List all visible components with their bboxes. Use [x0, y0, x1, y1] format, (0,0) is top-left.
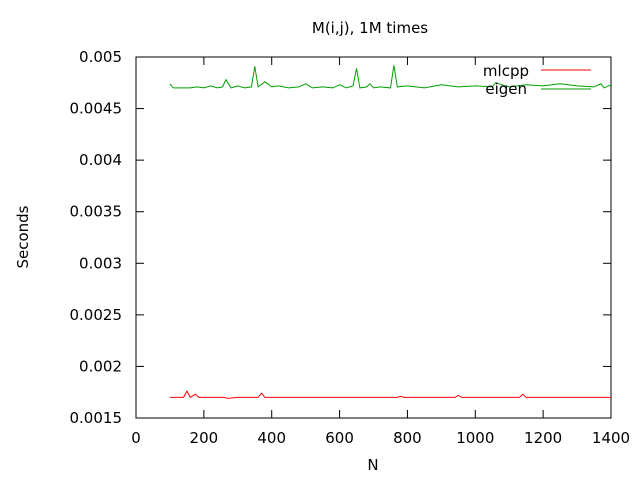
x-axis: 0 200 400 600 800 1000 1200 1400 [131, 57, 630, 447]
y-tick-label: 0.0035 [70, 203, 123, 221]
series-group [169, 65, 612, 399]
x-tick-label: 1000 [456, 429, 494, 447]
legend: mlcpp eigen [483, 62, 591, 98]
legend-label-mlcpp: mlcpp [483, 62, 529, 80]
chart-title: M(i,j), 1M times [312, 19, 428, 37]
series-line-eigen [169, 65, 612, 89]
y-axis-label: Seconds [14, 205, 32, 268]
x-axis-label: N [367, 456, 378, 474]
y-tick-label: 0.004 [79, 151, 122, 169]
x-tick-label: 1200 [524, 429, 562, 447]
x-tick-label: 800 [393, 429, 422, 447]
y-tick-label: 0.002 [79, 357, 122, 375]
x-tick-label: 600 [325, 429, 354, 447]
y-tick-label: 0.005 [79, 48, 122, 66]
x-tick-label: 1400 [592, 429, 630, 447]
series-line-mlcpp [169, 390, 611, 399]
x-tick-label: 400 [257, 429, 286, 447]
x-tick-label: 0 [131, 429, 141, 447]
x-tick-label: 200 [190, 429, 219, 447]
y-tick-label: 0.0015 [70, 409, 123, 427]
y-tick-label: 0.0025 [70, 306, 123, 324]
y-tick-label: 0.003 [79, 254, 122, 272]
y-axis: 0.0015 0.002 0.0025 0.003 0.0035 0.004 0.0045 0… [70, 48, 611, 427]
y-tick-label: 0.0045 [70, 100, 123, 118]
legend-label-eigen: eigen [485, 80, 527, 98]
plot-frame [135, 56, 612, 419]
